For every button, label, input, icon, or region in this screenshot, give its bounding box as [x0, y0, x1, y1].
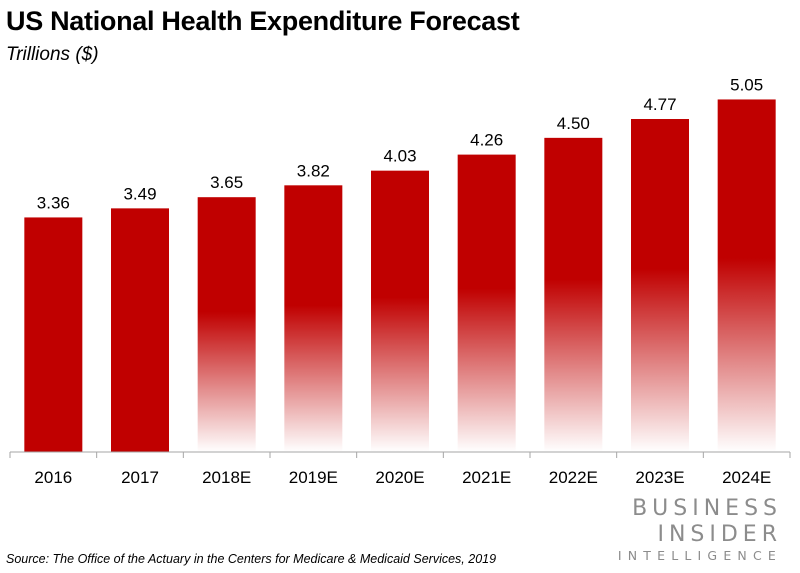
bar-2019E: [284, 185, 343, 453]
x-tick-label-2018E: 2018E: [202, 468, 251, 487]
data-label-2017: 3.49: [123, 184, 156, 203]
data-label-2018E: 3.65: [210, 173, 243, 192]
bar-2018E: [197, 197, 256, 452]
chart-subtitle: Trillions ($): [6, 44, 99, 65]
data-label-2021E: 4.26: [470, 131, 503, 150]
x-tick-label-2020E: 2020E: [375, 468, 424, 487]
x-tick-label-2016: 2016: [34, 468, 72, 487]
logo-line-insider: INSIDER: [657, 522, 782, 547]
bar-2020E: [371, 170, 429, 452]
bar-2021E: [457, 154, 516, 453]
data-label-2022E: 4.50: [557, 114, 590, 133]
bar-2024E: [717, 99, 776, 453]
data-label-2019E: 3.82: [297, 161, 330, 180]
source-note: Source: The Office of the Actuary in the…: [6, 552, 497, 566]
x-tick-label-2019E: 2019E: [289, 468, 338, 487]
logo-line-business: BUSINESS: [632, 496, 782, 521]
data-label-2023E: 4.77: [643, 95, 676, 114]
x-tick-label-2023E: 2023E: [635, 468, 684, 487]
x-tick-label-2017: 2017: [121, 468, 159, 487]
bar-2022E: [544, 137, 603, 452]
data-label-2020E: 4.03: [383, 147, 416, 166]
business-insider-intelligence-logo: BUSINESS INSIDER INTELLIGENCE: [618, 496, 782, 564]
logo-line-intelligence: INTELLIGENCE: [617, 548, 782, 563]
x-tick-label-2022E: 2022E: [549, 468, 598, 487]
chart-title: US National Health Expenditure Forecast: [6, 6, 520, 36]
bar-2017: [111, 208, 169, 452]
data-label-2024E: 5.05: [730, 75, 763, 94]
bar-2016: [24, 217, 83, 452]
data-label-2016: 3.36: [37, 193, 70, 212]
bar-2023E: [631, 119, 689, 452]
x-tick-label-2021E: 2021E: [462, 468, 511, 487]
x-tick-label-2024E: 2024E: [722, 468, 771, 487]
